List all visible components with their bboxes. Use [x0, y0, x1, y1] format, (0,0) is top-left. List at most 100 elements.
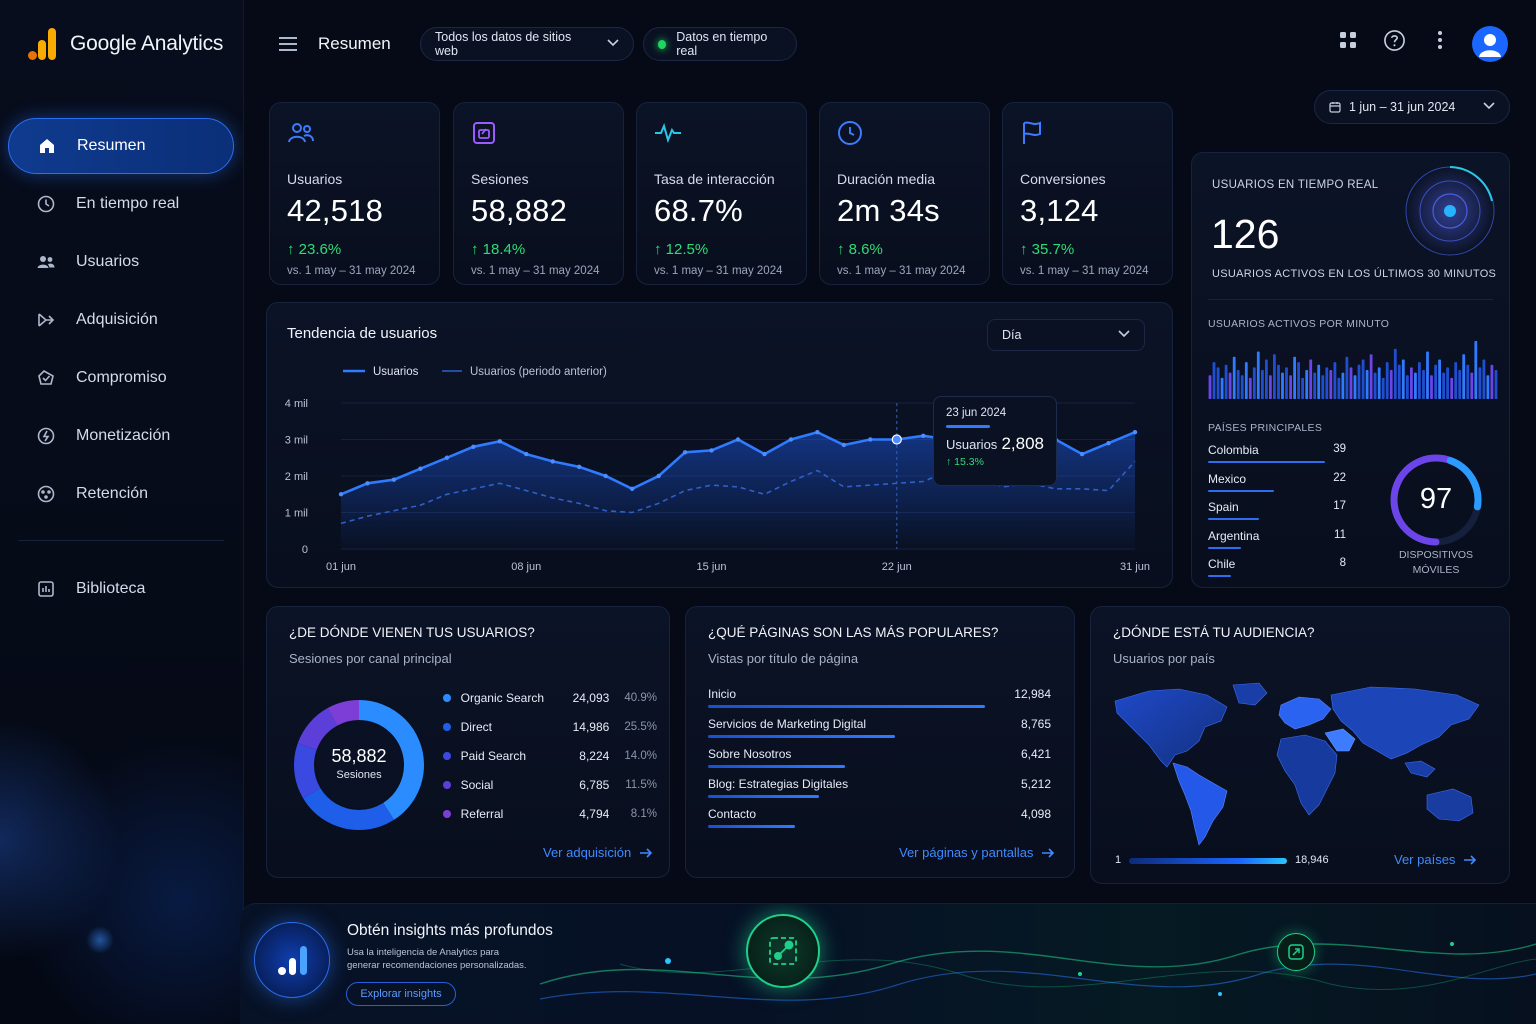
kpi-card-duracion[interactable]: Duración media 2m 34s ↑ 8.6% vs. 1 may –…	[819, 102, 990, 285]
y-tick-label: 4 mil	[285, 398, 308, 410]
country-row[interactable]: Spain 17	[1208, 498, 1346, 527]
page-name: Contacto	[708, 807, 757, 821]
explore-insights-button[interactable]: Explorar insights	[346, 982, 456, 1006]
per-minute-bar	[1438, 359, 1441, 399]
per-minute-bar	[1313, 372, 1317, 399]
data-point	[444, 455, 450, 460]
apps-grid-icon[interactable]	[1336, 28, 1360, 52]
date-range-picker[interactable]: 1 jun – 31 jun 2024	[1314, 90, 1510, 124]
map-region-asia[interactable]	[1330, 686, 1480, 760]
sources-donut-chart[interactable]	[289, 695, 429, 835]
legend-label: Usuarios	[373, 366, 419, 378]
kpi-card-conversiones[interactable]: Conversiones 3,124 ↑ 35.7% vs. 1 may – 3…	[1002, 102, 1173, 285]
kpi-card-usuarios[interactable]: Usuarios 42,518 ↑ 23.6% vs. 1 may – 31 m…	[269, 102, 440, 285]
avatar[interactable]	[1472, 26, 1508, 62]
radar-icon	[1405, 166, 1495, 256]
page-row[interactable]: Contacto 4,098	[708, 805, 1051, 835]
realtime-value: 126	[1211, 211, 1280, 257]
source-row[interactable]: Social 6,785 11.5%	[443, 770, 657, 799]
brand-name: Google Analytics	[70, 32, 224, 55]
source-value: 24,093	[572, 690, 610, 705]
tooltip-change: ↑ 15.3%	[946, 456, 984, 468]
sidebar-item-compromiso[interactable]: Compromiso	[8, 350, 234, 406]
more-vert-icon[interactable]	[1428, 28, 1452, 52]
data-point	[921, 433, 926, 439]
data-point	[735, 437, 741, 442]
mobile-value: 97	[1419, 483, 1453, 515]
kpi-value: 68.7%	[654, 193, 743, 228]
sidebar-item-biblioteca[interactable]: Biblioteca	[8, 561, 234, 617]
property-selector[interactable]: Todos los datos de sitios web	[420, 27, 634, 61]
sidebar-item-resumen[interactable]: Resumen	[8, 118, 234, 174]
user-avatar-icon	[1479, 34, 1501, 57]
view-acquisition-link[interactable]: Ver adquisición	[543, 845, 653, 860]
sidebar-item-label: Adquisición	[76, 311, 158, 328]
per-minute-bar	[1208, 375, 1212, 399]
page-name: Blog: Estrategias Digitales	[708, 777, 849, 791]
mobile-label-line: DISPOSITIVOS	[1398, 549, 1474, 561]
data-point	[1132, 430, 1138, 435]
realtime-title: USUARIOS EN TIEMPO REAL	[1212, 179, 1379, 191]
map-region-africa[interactable]	[1276, 734, 1338, 816]
mobile-label-line: MÓVILES	[1412, 564, 1460, 576]
map-region-greenland[interactable]	[1232, 682, 1268, 706]
kpi-card-interaccion[interactable]: Tasa de interacción 68.7% ↑ 12.5% vs. 1 …	[636, 102, 807, 285]
per-minute-bar	[1333, 362, 1337, 399]
per-minute-bar	[1220, 377, 1224, 399]
scale-min: 1	[1115, 854, 1122, 866]
pages-title: ¿QUÉ PÁGINAS SON LAS MÁS POPULARES?	[708, 625, 999, 640]
source-pct: 8.1%	[630, 807, 657, 820]
view-pages-link[interactable]: Ver páginas y pantallas	[899, 845, 1055, 860]
kpi-compare: vs. 1 may – 31 may 2024	[837, 265, 966, 277]
map-region-middle-east[interactable]	[1324, 728, 1356, 752]
per-minute-bar	[1450, 377, 1454, 399]
page-row[interactable]: Inicio 12,984	[708, 685, 1051, 715]
country-row[interactable]: Argentina 11	[1208, 527, 1346, 556]
page-row[interactable]: Blog: Estrategias Digitales 5,212	[708, 775, 1051, 805]
country-row[interactable]: Chile 8	[1208, 555, 1346, 584]
source-row[interactable]: Referral 4,794 8.1%	[443, 799, 657, 828]
per-minute-bar	[1482, 359, 1486, 399]
page-value: 12,984	[1014, 687, 1051, 701]
map-region-south-america[interactable]	[1172, 762, 1228, 846]
world-map[interactable]	[1109, 679, 1497, 849]
sidebar-item-adquisicion[interactable]: Adquisición	[8, 292, 234, 348]
kpi-value: 42,518	[287, 193, 384, 228]
source-row[interactable]: Organic Search 24,093 40.9%	[443, 683, 657, 712]
granularity-select[interactable]: Día	[987, 319, 1145, 351]
page-value: 4,098	[1020, 807, 1051, 821]
home-icon	[37, 136, 57, 156]
page-row[interactable]: Sobre Nosotros 6,421	[708, 745, 1051, 775]
acquisition-icon	[36, 310, 56, 330]
brand[interactable]: Google Analytics	[28, 28, 223, 60]
page-row[interactable]: Servicios de Marketing Digital 8,765	[708, 715, 1051, 745]
source-row[interactable]: Direct 14,986 25.5%	[443, 712, 657, 741]
insights-line: generar recomendaciones personalizadas.	[347, 960, 527, 971]
per-minute-bar	[1228, 372, 1232, 399]
kpi-card-sesiones[interactable]: Sesiones 58,882 ↑ 18.4% vs. 1 may – 31 m…	[453, 102, 624, 285]
sidebar-item-retencion[interactable]: Retención	[8, 466, 234, 522]
map-region-north-america[interactable]	[1114, 688, 1228, 768]
donut-value: 58,882	[331, 746, 387, 766]
map-region-southeast-asia[interactable]	[1404, 760, 1436, 778]
sidebar-item-realtime[interactable]: En tiempo real	[8, 176, 234, 232]
source-row[interactable]: Paid Search 8,224 14.0%	[443, 741, 657, 770]
help-icon[interactable]	[1382, 28, 1406, 52]
menu-icon[interactable]	[279, 37, 297, 55]
realtime-card[interactable]: USUARIOS EN TIEMPO REAL 126 USUARIOS ACT…	[1191, 152, 1510, 588]
per-minute-bar	[1385, 362, 1389, 399]
sessions-icon	[471, 119, 606, 147]
x-tick-label: 08 jun	[511, 561, 541, 573]
sidebar-item-monetizacion[interactable]: Monetización	[8, 408, 234, 464]
sidebar-glow-decoration	[0, 640, 243, 1024]
realtime-chip[interactable]: Datos en tiempo real	[643, 27, 797, 61]
country-row[interactable]: Mexico 22	[1208, 470, 1346, 499]
map-region-australia[interactable]	[1426, 788, 1474, 822]
map-region-europe[interactable]	[1278, 696, 1332, 730]
sidebar-item-usuarios[interactable]: Usuarios	[8, 234, 234, 290]
page-title: Resumen	[318, 34, 391, 53]
country-value: 11	[1334, 528, 1346, 541]
country-row[interactable]: Colombia 39	[1208, 441, 1346, 470]
view-countries-link[interactable]: Ver países	[1394, 852, 1477, 867]
kpi-change: ↑ 23.6%	[287, 241, 342, 258]
